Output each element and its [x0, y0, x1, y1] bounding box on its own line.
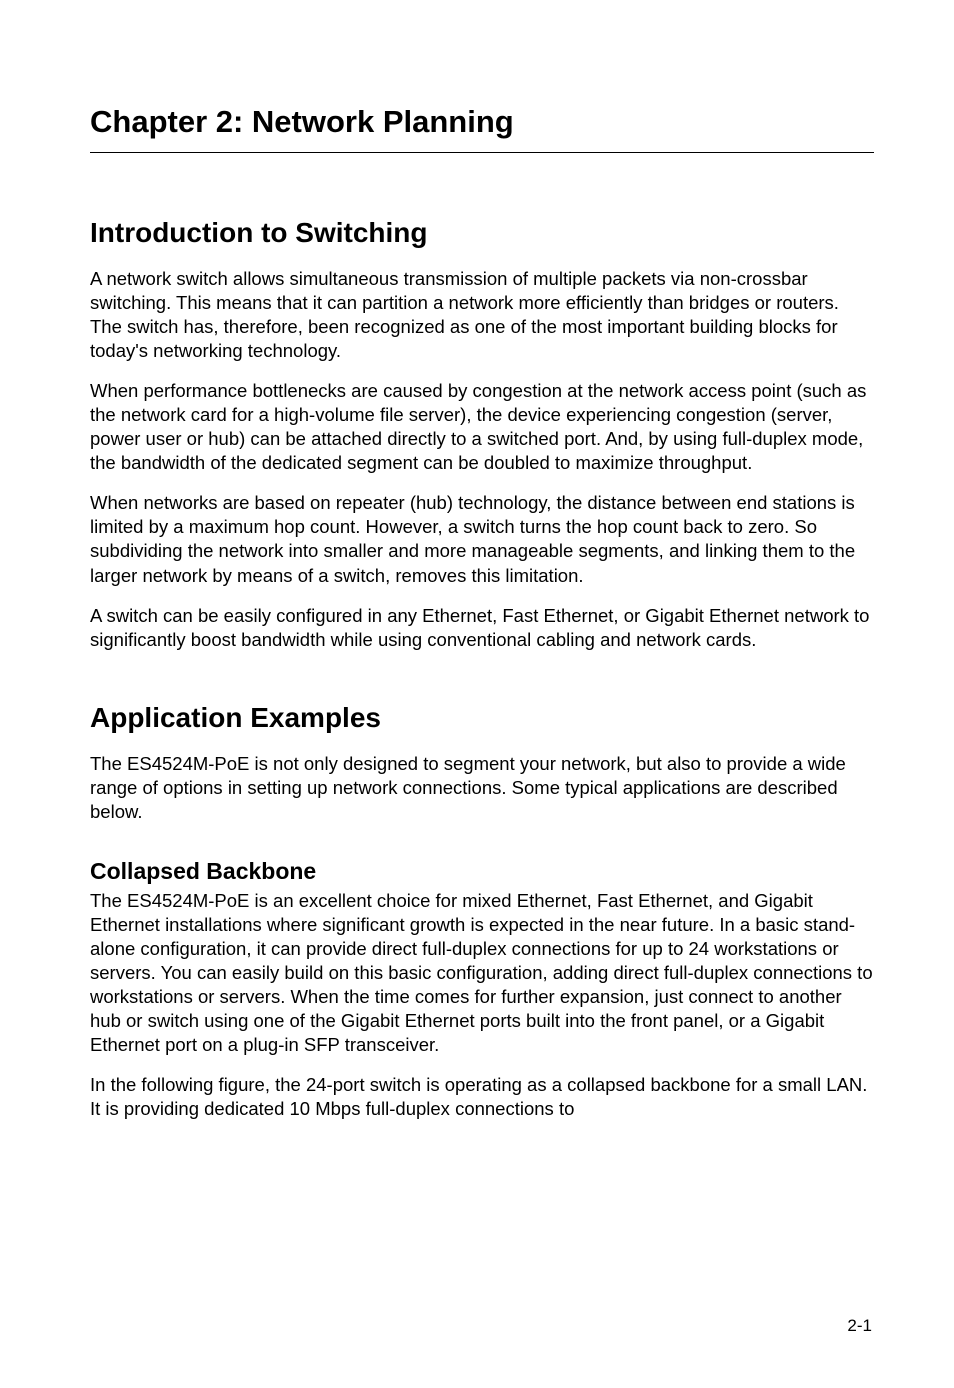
intro-para-2: When performance bottlenecks are caused …: [90, 379, 874, 475]
section-introduction: Introduction to Switching A network swit…: [90, 217, 874, 652]
chapter-title: Chapter 2: Network Planning: [90, 104, 874, 153]
section-collapsed-backbone: Collapsed Backbone The ES4524M-PoE is an…: [90, 858, 874, 1121]
intro-para-4: A switch can be easily configured in any…: [90, 604, 874, 652]
apps-para-1: The ES4524M-PoE is not only designed to …: [90, 752, 874, 824]
intro-para-1: A network switch allows simultaneous tra…: [90, 267, 874, 363]
collapsed-para-2: In the following figure, the 24-port swi…: [90, 1073, 874, 1121]
intro-para-3: When networks are based on repeater (hub…: [90, 491, 874, 587]
section-application-examples: Application Examples The ES4524M-PoE is …: [90, 702, 874, 824]
intro-heading: Introduction to Switching: [90, 217, 874, 249]
apps-heading: Application Examples: [90, 702, 874, 734]
collapsed-para-1: The ES4524M-PoE is an excellent choice f…: [90, 889, 874, 1057]
page-number: 2-1: [847, 1316, 872, 1336]
collapsed-heading: Collapsed Backbone: [90, 858, 874, 885]
